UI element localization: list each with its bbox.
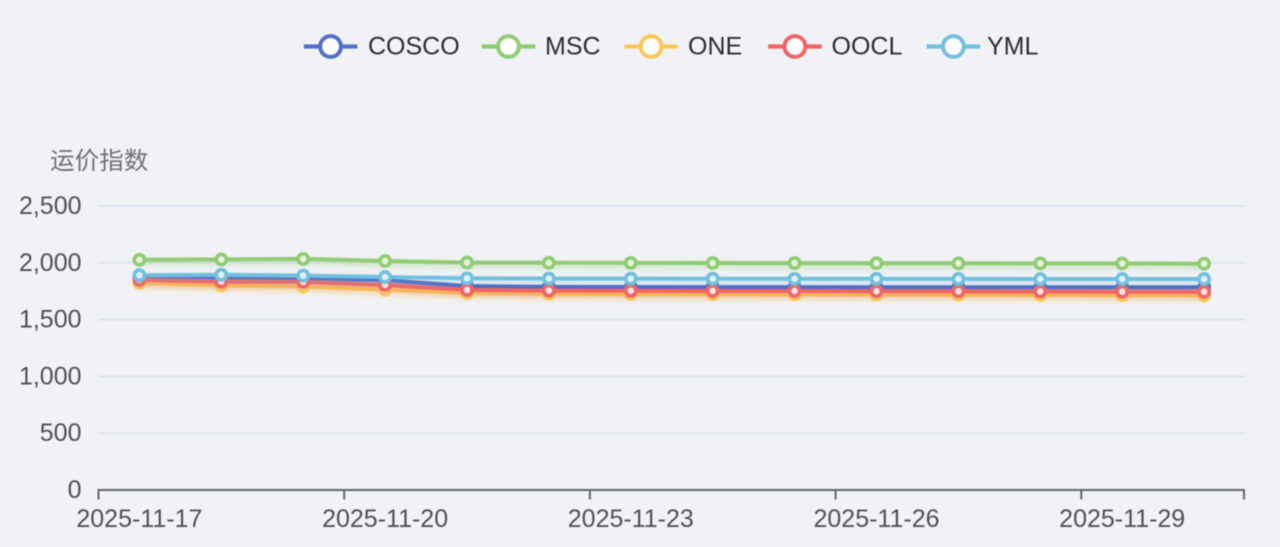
svg-text:YML: YML: [987, 33, 1039, 61]
svg-text:2025-11-23: 2025-11-23: [568, 505, 694, 533]
svg-text:500: 500: [40, 419, 82, 447]
svg-text:MSC: MSC: [545, 33, 601, 61]
svg-text:2025-11-20: 2025-11-20: [322, 505, 448, 533]
svg-text:0: 0: [68, 476, 82, 504]
svg-text:1,500: 1,500: [19, 306, 82, 334]
svg-text:1,000: 1,000: [19, 362, 82, 390]
svg-text:2025-11-29: 2025-11-29: [1059, 505, 1185, 533]
svg-text:ONE: ONE: [688, 33, 742, 61]
svg-text:2025-11-17: 2025-11-17: [76, 505, 202, 533]
svg-text:2,000: 2,000: [19, 249, 82, 277]
svg-text:OOCL: OOCL: [832, 33, 903, 61]
svg-text:2025-11-26: 2025-11-26: [813, 505, 939, 533]
svg-text:COSCO: COSCO: [368, 33, 460, 61]
svg-text:2,500: 2,500: [19, 192, 82, 220]
